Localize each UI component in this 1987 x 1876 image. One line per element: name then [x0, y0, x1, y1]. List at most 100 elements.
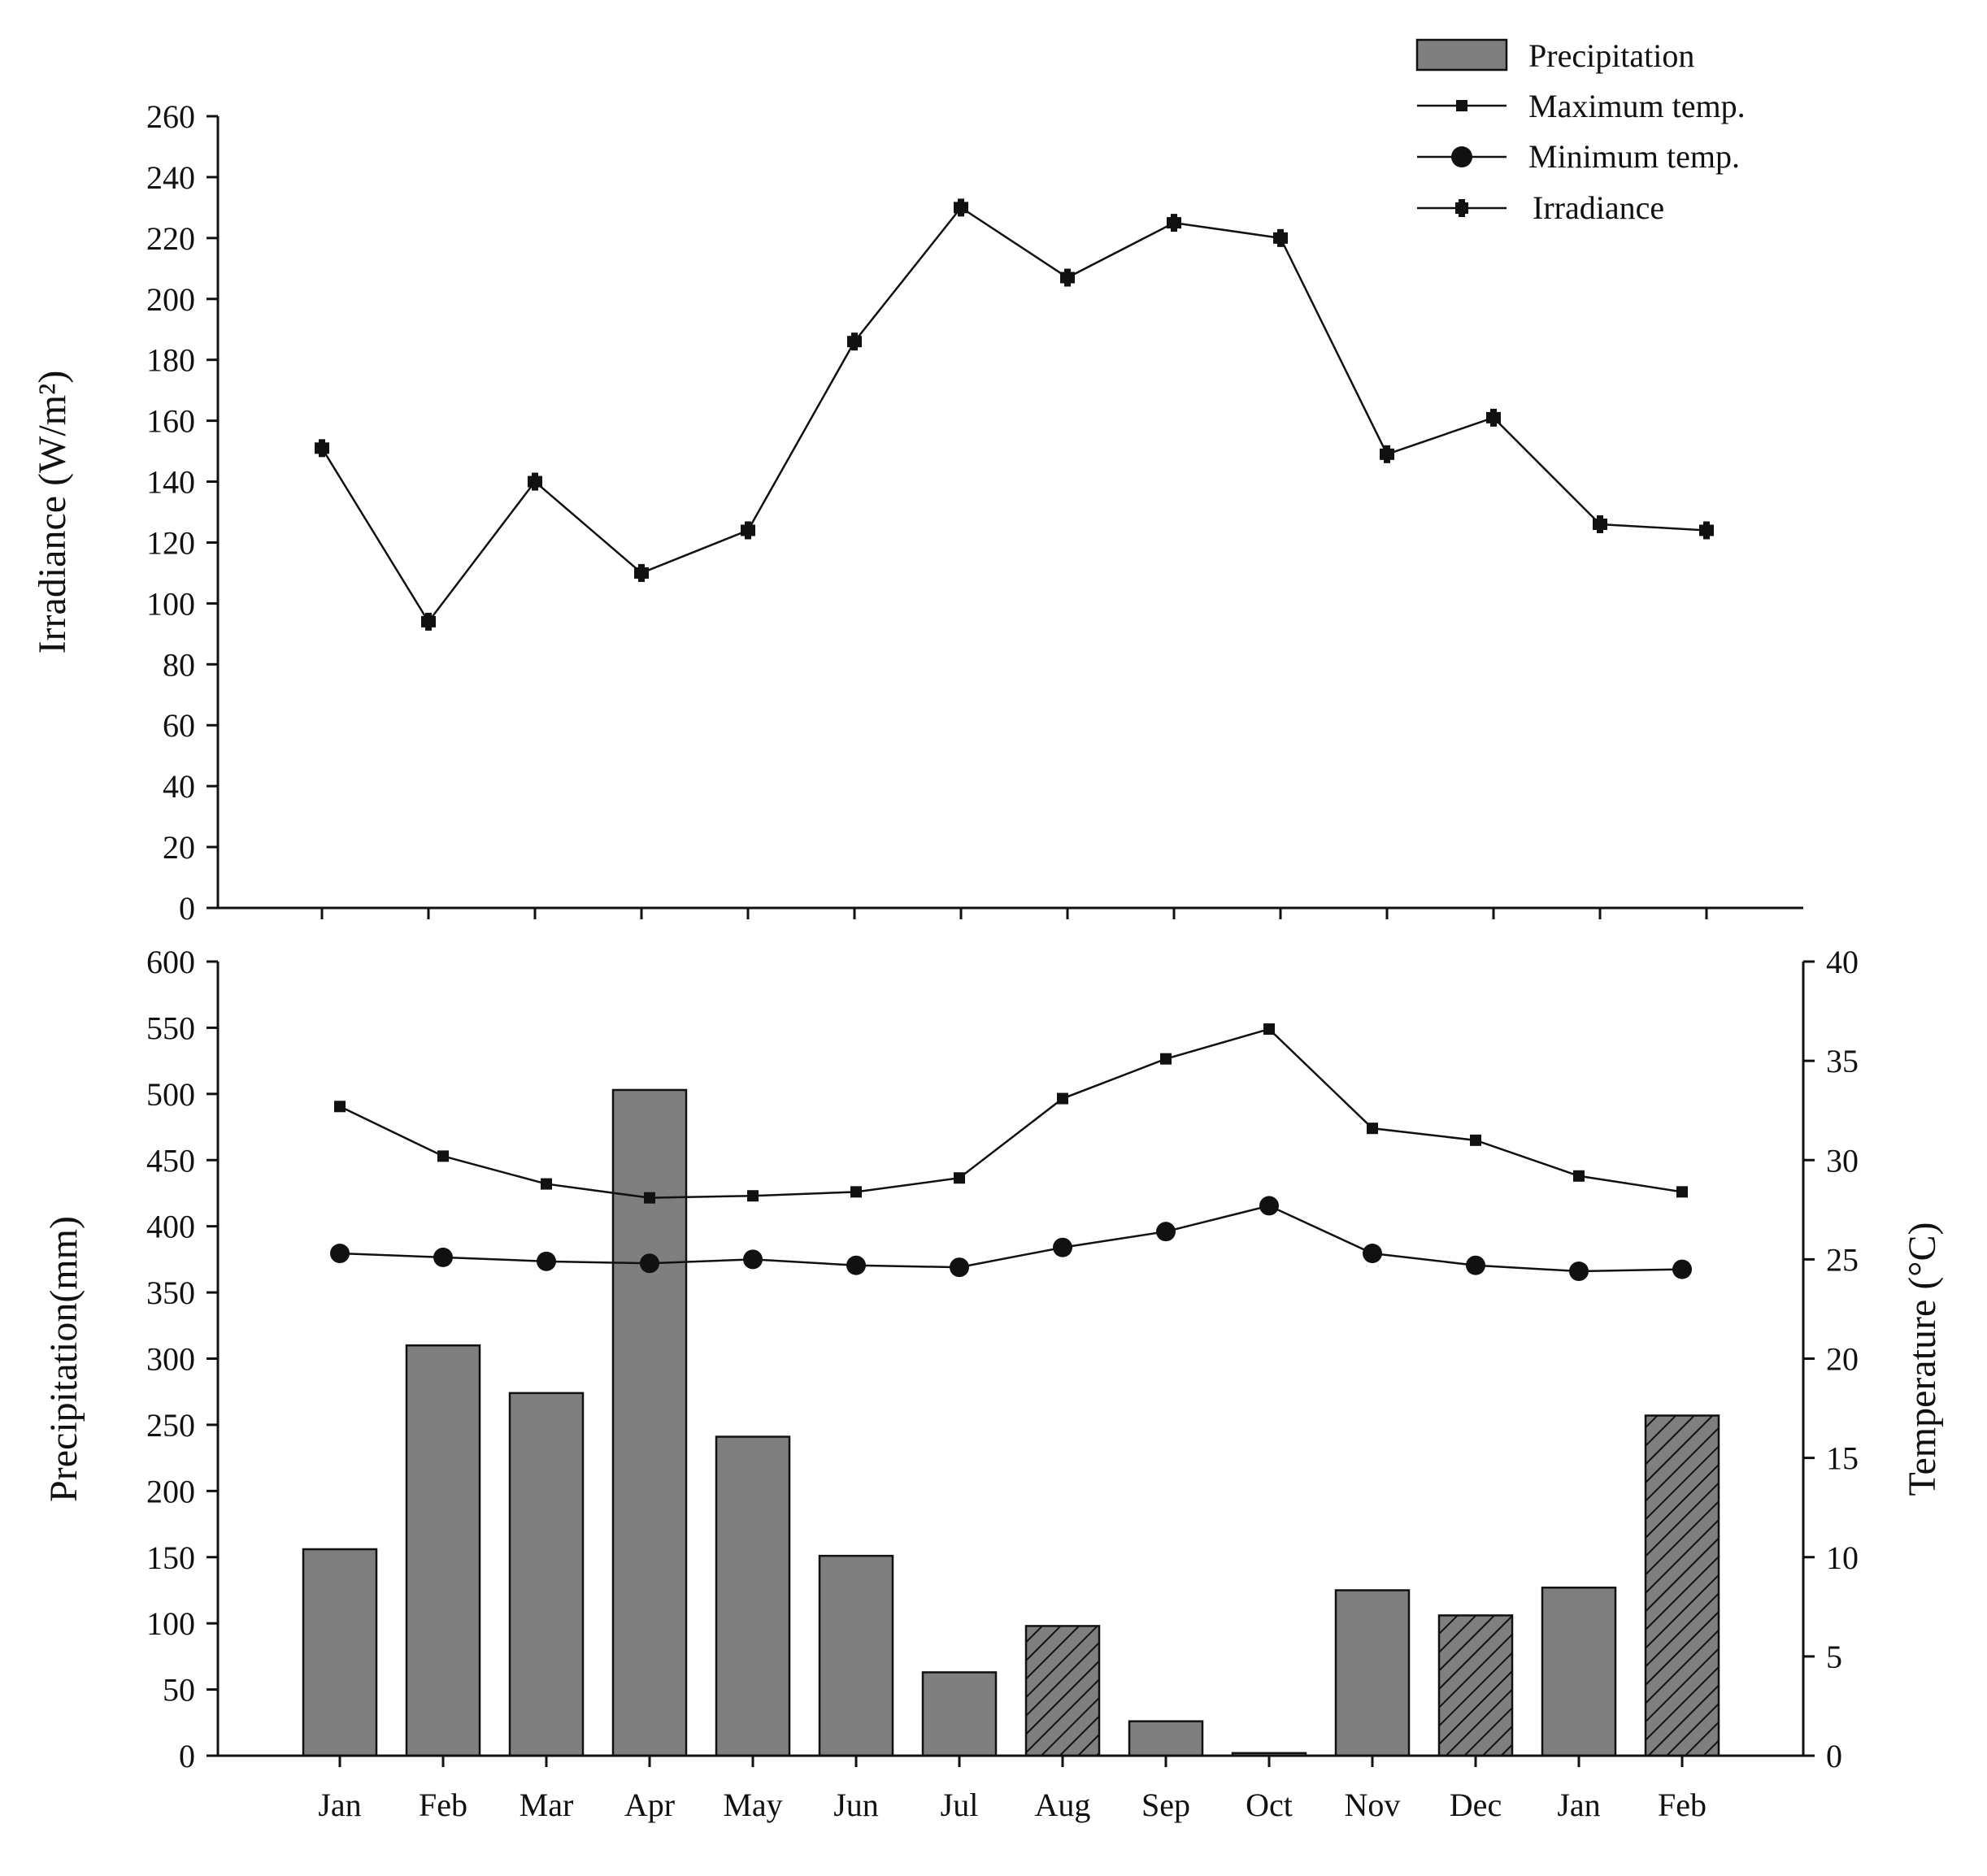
precip-temp-panel: 0 50 100 150 200 250 300 350 400 450 500 550 600 0 5 1… [42, 944, 1944, 1823]
legend-irradiance-plus-marker [1455, 199, 1468, 217]
legend-min-temp-circle-marker [1451, 146, 1472, 167]
legend-max-temp-square-marker [1456, 100, 1467, 111]
max-temp-point [1263, 1023, 1275, 1036]
min-temp-point [640, 1253, 659, 1274]
precipitation-y-tick-label: 50 [163, 1672, 195, 1709]
irradiance-point [1380, 445, 1394, 463]
precipitation-y-tick-label: 550 [146, 1010, 195, 1046]
min-temp-point [330, 1244, 350, 1264]
precipitation-y-tick-label: 450 [146, 1142, 195, 1179]
legend-max-temp-label: Maximum temp. [1528, 88, 1746, 124]
max-temp-point [1470, 1134, 1481, 1146]
precipitation-y-tick-label: 100 [146, 1605, 195, 1642]
legend: Precipitation Maximum temp. Minimum temp… [1415, 37, 1746, 226]
month-x-tick-label: Feb [1658, 1787, 1707, 1823]
max-temp-point [1057, 1092, 1068, 1105]
temperature-y-tick-label: 5 [1826, 1639, 1842, 1675]
irradiance-panel: 0 20 40 60 80 100 120 140 160 180 200 220 240 260 Irr… [31, 98, 1803, 927]
precipitation-y-tick-label: 400 [146, 1209, 195, 1245]
irradiance-point [1167, 214, 1181, 232]
irradiance-y-tick-label: 60 [163, 707, 195, 744]
precipitation-bar [611, 1088, 688, 1757]
legend-min-temp-label: Minimum temp. [1528, 138, 1740, 175]
max-temp-point [954, 1172, 965, 1184]
irradiance-point [741, 521, 755, 540]
irradiance-y-tick-label: 20 [163, 829, 195, 866]
irradiance-point [1486, 408, 1501, 427]
month-x-tick-label: Apr [624, 1787, 675, 1823]
irradiance-point [847, 332, 862, 351]
precipitation-y-tick-label: 500 [146, 1076, 195, 1113]
min-temp-point [1053, 1237, 1072, 1257]
month-x-tick-label: Aug [1035, 1787, 1091, 1823]
irradiance-point [634, 563, 649, 582]
precipitation-bar-hatched [1644, 1414, 1720, 1757]
month-x-tick-label: Nov [1345, 1787, 1401, 1823]
month-x-tick-label: Dec [1450, 1787, 1502, 1823]
min-temp-point [1363, 1244, 1382, 1264]
month-x-axis-ticks: Jan Feb Mar Apr May Jun Jul Aug Sep Oct Nov Dec Jan F… [318, 1756, 1707, 1823]
month-x-tick-label: May [723, 1787, 782, 1823]
month-x-tick-label: Sep [1141, 1787, 1190, 1823]
month-x-tick-label: Oct [1246, 1787, 1293, 1823]
irradiance-y-tick-label: 40 [163, 768, 195, 805]
min-temp-point [1466, 1255, 1485, 1275]
precipitation-bar [508, 1392, 585, 1757]
max-temp-point [850, 1186, 862, 1198]
precipitation-y-tick-label: 150 [146, 1539, 195, 1576]
precipitation-bar [715, 1435, 791, 1757]
irradiance-y-tick-label: 0 [179, 890, 195, 927]
irradiance-y-axis-title: Irradiance (W/m²) [31, 371, 74, 654]
irradiance-point [421, 612, 436, 631]
precipitation-bar [921, 1671, 998, 1757]
precipitation-y-tick-label: 250 [146, 1407, 195, 1444]
month-x-tick-label: Feb [419, 1787, 467, 1823]
month-x-tick-label: Mar [520, 1787, 574, 1823]
irradiance-y-tick-label: 180 [146, 342, 195, 379]
temperature-y-tick-label: 30 [1826, 1142, 1859, 1179]
min-temp-point [846, 1255, 866, 1275]
min-temp-point [1156, 1222, 1176, 1242]
max-temp-point [644, 1192, 655, 1204]
irradiance-x-axis-ticks [320, 908, 1708, 919]
precipitation-y-tick-label: 300 [146, 1341, 195, 1378]
precipitation-y-tick-label: 0 [179, 1738, 195, 1774]
min-temp-point [1569, 1262, 1589, 1282]
irradiance-markers [315, 198, 1714, 631]
irradiance-point [1699, 521, 1714, 540]
min-temp-point [1259, 1196, 1279, 1216]
max-temp-point [1367, 1123, 1378, 1135]
min-temp-series-line [339, 1205, 1683, 1273]
irradiance-y-tick-label: 200 [146, 281, 195, 318]
precipitation-y-tick-label: 350 [146, 1275, 195, 1311]
max-temp-series-line [339, 1027, 1683, 1199]
irradiance-y-tick-label: 100 [146, 585, 195, 622]
precipitation-bar-hatched [1437, 1614, 1514, 1757]
max-temp-point [437, 1150, 449, 1162]
precipitation-y-axis-title: Precipitation(mm) [42, 1216, 85, 1502]
precipitation-bar [1128, 1720, 1204, 1757]
temperature-y-tick-label: 20 [1826, 1341, 1859, 1378]
max-temp-markers [334, 1023, 1688, 1204]
temperature-y-tick-label: 35 [1826, 1043, 1859, 1079]
precipitation-y-tick-label: 600 [146, 944, 195, 980]
min-temp-markers [330, 1196, 1692, 1282]
irradiance-y-tick-label: 240 [146, 159, 195, 196]
temperature-y-axis-ticks: 0 5 10 15 20 25 30 35 40 [1803, 944, 1859, 1774]
irradiance-y-tick-label: 140 [146, 464, 195, 501]
min-temp-point [433, 1247, 453, 1267]
month-x-tick-label: Jan [318, 1787, 361, 1823]
irradiance-y-tick-label: 220 [146, 220, 195, 257]
irradiance-point [1060, 268, 1075, 287]
legend-irradiance-label: Irradiance [1533, 189, 1664, 226]
min-temp-point [537, 1251, 556, 1271]
precipitation-bar [302, 1548, 378, 1757]
temperature-y-tick-label: 0 [1826, 1738, 1842, 1774]
irradiance-y-tick-label: 160 [146, 403, 195, 440]
precipitation-bar [1541, 1586, 1617, 1757]
min-temp-point [1672, 1259, 1692, 1279]
max-temp-point [1160, 1053, 1172, 1065]
temperature-y-axis-title: Temperature (°C) [1901, 1222, 1944, 1496]
min-temp-point [743, 1249, 763, 1270]
